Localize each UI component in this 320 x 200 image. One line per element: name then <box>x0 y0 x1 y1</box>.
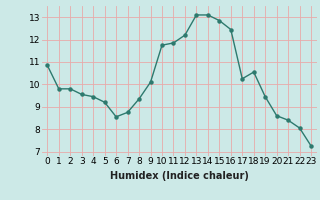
X-axis label: Humidex (Indice chaleur): Humidex (Indice chaleur) <box>110 171 249 181</box>
